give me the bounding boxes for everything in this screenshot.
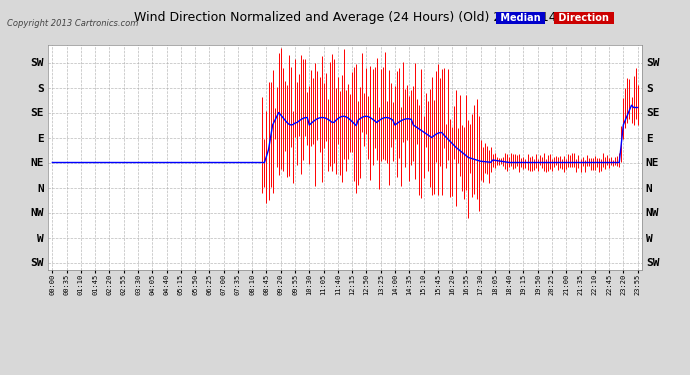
Text: Copyright 2013 Cartronics.com: Copyright 2013 Cartronics.com xyxy=(7,19,138,28)
Text: Median: Median xyxy=(497,13,544,23)
Text: Wind Direction Normalized and Average (24 Hours) (Old) 20131014: Wind Direction Normalized and Average (2… xyxy=(134,11,556,24)
Text: Direction: Direction xyxy=(555,13,613,23)
